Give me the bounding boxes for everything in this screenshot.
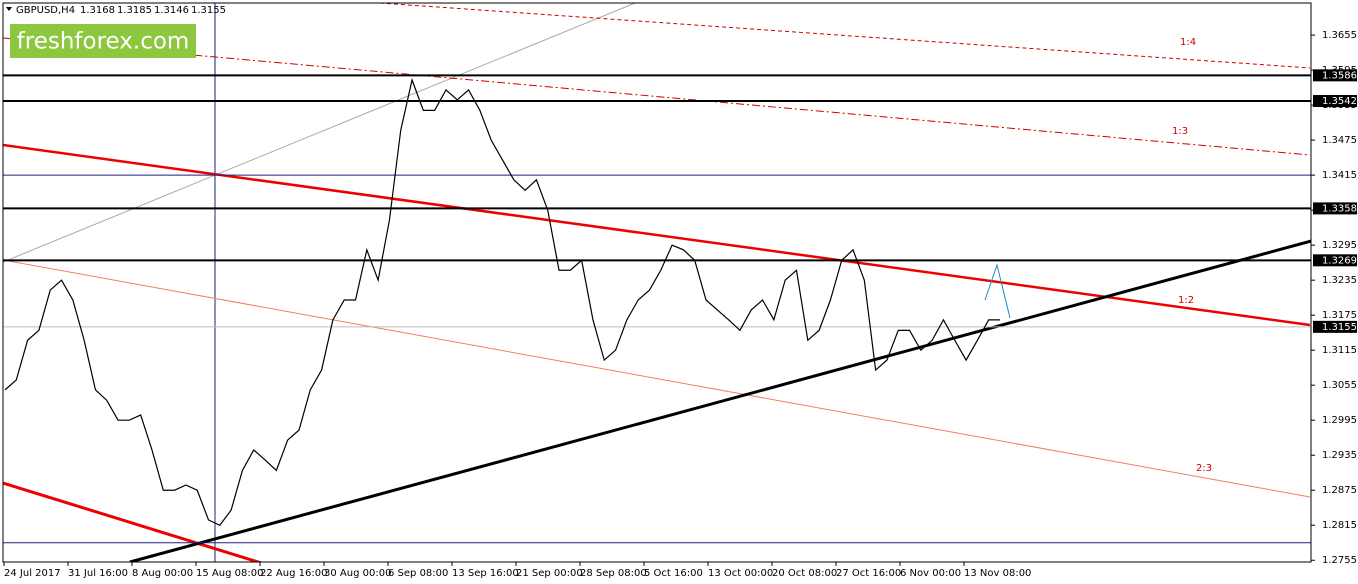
annotation: 2:3 [1196,463,1212,474]
fan-line [3,259,1311,498]
price-level-box [1313,202,1357,215]
x-tick-label: 24 Jul 2017 [4,568,61,579]
price-level-label: 1.3586 [1322,70,1357,81]
price-level-box [1313,320,1357,333]
header-price: 1.3155 [191,5,226,16]
menu-arrow [6,7,12,11]
y-tick-label: 1.2875 [1322,485,1357,496]
price-level-box [1313,69,1357,82]
trend-line [129,239,1311,562]
y-tick-label: 1.2815 [1322,520,1357,531]
x-tick-label: 13 Sep 16:00 [452,568,519,579]
x-tick-label: 13 Oct 00:00 [708,568,773,579]
price-level-label: 1.3155 [1322,322,1357,333]
annotation: 1:4 [1180,37,1196,48]
x-tick-label: 22 Aug 16:00 [260,568,327,579]
y-tick-label: 1.2995 [1322,415,1357,426]
price-level-box [1313,95,1357,108]
annotation: 1:3 [1172,126,1188,137]
x-tick-label: 8 Aug 00:00 [132,568,193,579]
series-layer [3,74,1311,544]
x-tick-label: 31 Jul 16:00 [68,568,128,579]
trend-line [3,481,264,562]
y-tick-label: 1.3235 [1322,275,1357,286]
x-tick-label: 5 Oct 16:00 [644,568,703,579]
y-tick-label: 1.3655 [1322,30,1357,41]
price-level-label: 1.3269 [1322,255,1357,266]
x-tick-label: 13 Nov 08:00 [964,568,1031,579]
wave-line [984,263,1011,319]
x-tick-label: 21 Sep 00:00 [516,568,583,579]
y-tick-label: 1.2755 [1322,555,1357,566]
watermark-box [10,24,196,58]
symbol: GBPUSD,H4 [16,5,75,16]
y-tick-label: 1.3415 [1322,170,1357,181]
price-level-label: 1.3542 [1322,96,1357,107]
gann-line [3,3,636,263]
x-tick-label: 28 Sep 08:00 [580,568,647,579]
price-level-label: 1.3358 [1322,203,1357,214]
y-tick-label: 1.3175 [1322,310,1357,321]
fan-line [3,37,1311,156]
x-tick-label: 6 Nov 00:00 [900,568,961,579]
y-tick-label: 1.3115 [1322,345,1357,356]
annotation: 1:2 [1178,295,1194,306]
price-level-box [1313,254,1357,267]
header-price: 1.3146 [154,5,189,16]
price-line [4,77,1000,526]
header-price: 1.3168 [80,5,115,16]
header-price: 1.3185 [117,5,152,16]
y-tick-label: 1.3295 [1322,240,1357,251]
x-tick-label: 20 Oct 08:00 [772,568,837,579]
watermark: freshforex.com [17,29,190,55]
y-tick-label: 1.3055 [1322,380,1357,391]
plot-frame [2,2,1312,563]
fan-line [379,3,1311,69]
x-tick-label: 6 Sep 08:00 [388,568,448,579]
x-tick-label: 30 Aug 00:00 [324,568,391,579]
y-tick-label: 1.3475 [1322,135,1357,146]
y-tick-label: 1.2935 [1322,450,1357,461]
x-tick-label: 27 Oct 16:00 [836,568,901,579]
x-tick-label: 15 Aug 08:00 [196,568,263,579]
